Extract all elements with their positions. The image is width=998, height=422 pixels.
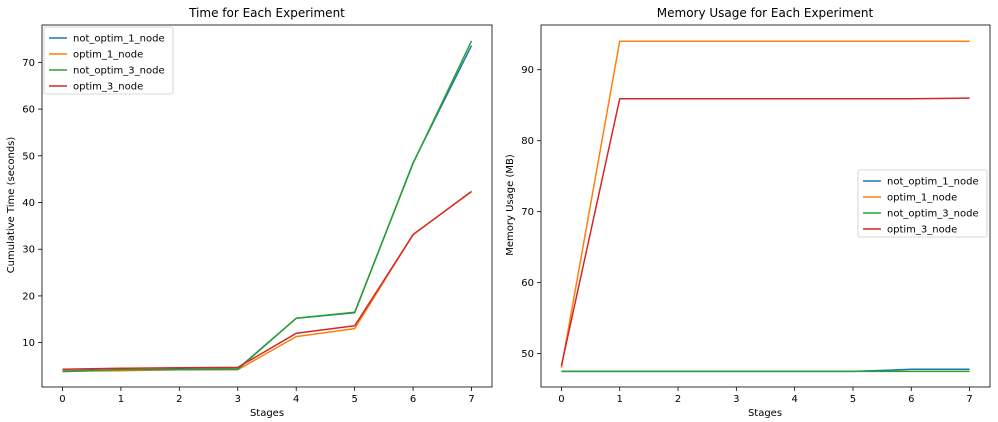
time-series-line-3 — [62, 190, 472, 371]
memory-xtick-label: 0 — [558, 394, 564, 405]
time-ytick-label: 20 — [22, 291, 35, 302]
time-ytick-label: 30 — [22, 245, 35, 256]
memory-chart: Memory Usage for Each Experiment Stages … — [505, 6, 991, 419]
time-ytick-label: 40 — [22, 198, 35, 209]
memory-series-line-3 — [560, 97, 970, 366]
time-ytick-label: 50 — [22, 151, 35, 162]
time-series-line-2 — [62, 40, 473, 373]
memory-xtick-label: 3 — [733, 394, 739, 405]
memory-ytick-label: 80 — [521, 136, 534, 147]
time-ytick-label: 10 — [22, 338, 35, 349]
time-plot-frame — [41, 24, 493, 388]
time-chart: Time for Each Experiment Stages Cumulati… — [6, 6, 493, 419]
memory-ytick-label: 90 — [521, 65, 534, 76]
memory-chart-ylabel: Memory Usage (MB) — [505, 154, 516, 256]
memory-xtick-label: 1 — [617, 394, 623, 405]
time-xtick-label: 5 — [351, 394, 357, 405]
memory-chart-xlabel: Stages — [748, 408, 782, 419]
time-ytick-label: 60 — [22, 105, 35, 116]
memory-xtick-label: 7 — [966, 394, 972, 405]
memory-series-line-1 — [560, 40, 970, 368]
time-legend-box — [43, 26, 174, 95]
memory-xtick-label: 5 — [850, 394, 856, 405]
time-chart-xlabel: Stages — [250, 408, 284, 419]
memory-legend-label: optim_3_node — [887, 225, 957, 236]
time-xtick-label: 0 — [59, 394, 65, 405]
memory-legend-label: not_optim_1_node — [887, 177, 979, 188]
memory-xtick-label: 4 — [791, 394, 797, 405]
memory-plot-frame — [540, 24, 991, 388]
time-legend-label: not_optim_1_node — [73, 34, 165, 45]
memory-ytick-label: 50 — [521, 349, 534, 360]
time-legend-label: not_optim_3_node — [73, 66, 165, 77]
memory-ytick-label: 60 — [521, 278, 534, 289]
time-chart-ylabel: Cumulative Time (seconds) — [6, 137, 17, 274]
time-xtick-label: 2 — [176, 394, 182, 405]
time-legend-label: optim_3_node — [73, 82, 143, 93]
time-chart-title: Time for Each Experiment — [188, 6, 345, 20]
time-xtick-label: 4 — [293, 394, 299, 405]
time-xtick-label: 7 — [468, 394, 474, 405]
memory-legend-label: optim_1_node — [887, 193, 957, 204]
memory-ytick-label: 70 — [521, 207, 534, 218]
memory-xtick-label: 2 — [675, 394, 681, 405]
time-xtick-label: 3 — [235, 394, 241, 405]
time-xtick-label: 6 — [410, 394, 416, 405]
memory-xtick-label: 6 — [908, 394, 914, 405]
time-ytick-label: 70 — [22, 58, 35, 69]
memory-chart-title: Memory Usage for Each Experiment — [657, 6, 874, 20]
time-legend-label: optim_1_node — [73, 50, 143, 61]
time-xtick-label: 1 — [118, 394, 124, 405]
memory-legend-label: not_optim_3_node — [887, 209, 979, 220]
memory-legend-box — [857, 169, 988, 238]
